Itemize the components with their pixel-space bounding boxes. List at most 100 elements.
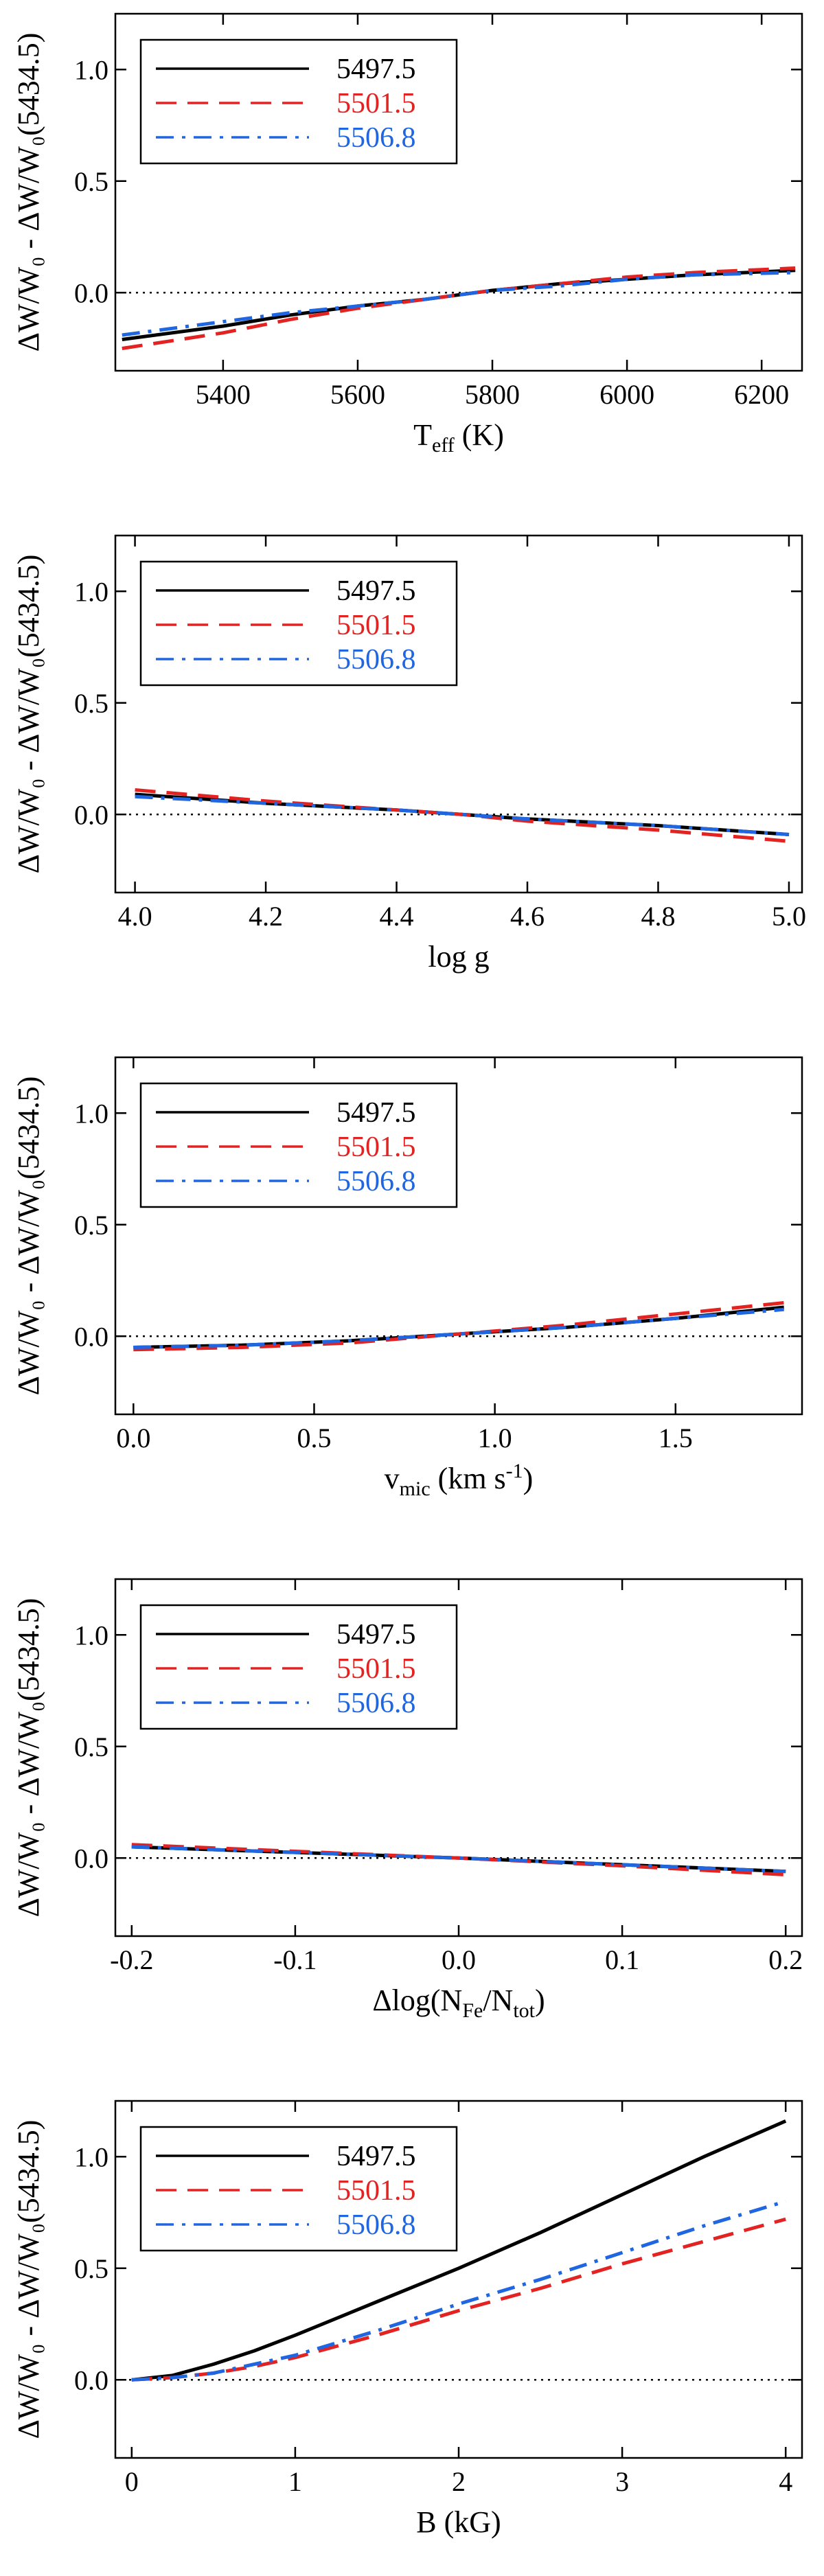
y-tick-label: 1.0 (74, 1620, 108, 1651)
y-tick-label: 1.0 (74, 2141, 108, 2172)
legend-label: 5506.8 (336, 2209, 416, 2241)
x-axis-title: B (kG) (416, 2505, 501, 2539)
series-line-5506.8 (122, 271, 796, 337)
y-tick-label: 0.5 (74, 688, 108, 719)
panel-4: -0.2 -0.1 0.0 0.1 0.2 0.0 0.5 1.0 ΔW/W₀ - ΔW/W₀(… (12, 1578, 803, 2022)
y-tick-label: 0.0 (74, 1843, 108, 1874)
label-part: (km s (431, 1462, 506, 1495)
label-part: tot (513, 1999, 535, 2022)
legend-label: 5506.8 (336, 122, 416, 154)
legend-label: 5497.5 (336, 575, 416, 607)
x-tick-label: 5.0 (772, 901, 806, 932)
y-axis-title: ΔW/W₀ - ΔW/W₀(5434.5) (12, 1598, 45, 1918)
x-tick-label: 5800 (465, 379, 520, 410)
series-group (135, 788, 790, 843)
x-tick-label: 0.0 (116, 1423, 150, 1453)
label-part: /N (483, 1983, 513, 2017)
legend-label: 5497.5 (336, 54, 416, 85)
x-tick-label: 1.0 (478, 1423, 512, 1453)
legend-box (139, 560, 458, 687)
y-tick-label: 0.0 (74, 799, 108, 830)
legend-box (139, 38, 458, 165)
legend-label: 5501.5 (336, 2175, 416, 2207)
y-tick-label: 0.0 (74, 1321, 108, 1352)
y-tick-label: 0.5 (74, 2253, 108, 2284)
series-group (133, 1301, 784, 1352)
y-axis-title: ΔW/W₀ - ΔW/W₀(5434.5) (12, 555, 45, 874)
legend-box (139, 1604, 458, 1730)
series-line-5497.5 (131, 2119, 787, 2382)
label-part: log g (428, 940, 489, 974)
legend-label: 5497.5 (336, 1619, 416, 1651)
x-tick-label: 4.6 (510, 901, 545, 932)
x-tick-label: 1.5 (659, 1423, 693, 1453)
y-tick-label: 0.0 (74, 2365, 108, 2395)
label-part: mic (400, 1477, 431, 1500)
legend-box (139, 2126, 458, 2252)
label-part: ) (523, 1462, 534, 1495)
label-part: (K) (455, 418, 504, 452)
legend-label: 5497.5 (336, 2141, 416, 2172)
x-tick-label: 2 (452, 2466, 466, 2497)
series-line-5501.5 (131, 2217, 786, 2382)
legend-label: 5501.5 (336, 1131, 416, 1163)
label-part: v (385, 1462, 400, 1495)
panel-1: 5400 5600 5800 6000 6200 0.0 0.5 1.0 ΔW/W₀ - ΔW/… (12, 12, 803, 457)
series-group (122, 266, 796, 350)
legend-box (139, 1082, 458, 1208)
x-tick-label: -0.2 (110, 1944, 153, 1975)
y-tick-label: 1.0 (74, 54, 108, 85)
legend-label: 5501.5 (336, 1653, 416, 1685)
plot-frame (114, 534, 803, 894)
series-line-5497.5 (122, 268, 796, 341)
label-part: Fe (462, 1999, 483, 2022)
x-tick-label: 0.1 (605, 1944, 639, 1975)
series-group (131, 1843, 786, 1877)
x-axis-title: Δlog(NFe/Ntot) (372, 1983, 545, 2022)
panel-5: 0 1 2 3 4 0.0 0.5 1.0 ΔW/W₀ - ΔW/W₀(5434.5) B (kG… (12, 2100, 803, 2539)
panel-3: 0.0 0.5 1.0 1.5 0.0 0.5 1.0 ΔW/W₀ - ΔW/W₀(5434.… (12, 1056, 803, 1500)
x-tick-label: 4.2 (249, 901, 283, 932)
plot-frame (114, 1056, 803, 1416)
x-axis-title: vmic (km s-1) (385, 1460, 534, 1500)
x-tick-label: 6200 (734, 379, 789, 410)
x-tick-label: 1 (288, 2466, 302, 2497)
y-tick-label: 1.0 (74, 1098, 108, 1129)
plot-frame (114, 12, 803, 372)
y-tick-label: 0.5 (74, 166, 108, 197)
series-line-5506.8 (133, 1307, 784, 1349)
x-tick-label: 3 (615, 2466, 629, 2497)
series-line-5501.5 (133, 1301, 784, 1352)
x-tick-label: 5400 (196, 379, 251, 410)
label-part: B (kG) (416, 2505, 501, 2539)
x-tick-label: 0.5 (297, 1423, 331, 1453)
y-tick-label: 0.5 (74, 1210, 108, 1241)
legend-label: 5506.8 (336, 1166, 416, 1197)
series-line-5506.8 (135, 794, 790, 836)
y-tick-label: 0.5 (74, 1732, 108, 1762)
legend-label: 5497.5 (336, 1097, 416, 1129)
x-tick-label: -0.1 (273, 1944, 317, 1975)
panel-2: 4.0 4.2 4.4 4.6 4.8 5.0 0.0 0.5 1.0 ΔW/W₀ - ΔW/W₀… (12, 534, 806, 974)
y-axis-title: ΔW/W₀ - ΔW/W₀(5434.5) (12, 33, 45, 352)
y-axis-title: ΔW/W₀ - ΔW/W₀(5434.5) (12, 1077, 45, 1396)
legend-label: 5501.5 (336, 88, 416, 119)
series-group (131, 2119, 787, 2382)
label-part: -1 (506, 1460, 523, 1482)
x-tick-label: 0.0 (442, 1944, 476, 1975)
y-tick-label: 1.0 (74, 576, 108, 607)
x-axis-title: log g (428, 940, 489, 974)
x-tick-label: 4.0 (118, 901, 152, 932)
x-tick-label: 4 (779, 2466, 792, 2497)
label-part: ) (535, 1983, 545, 2017)
legend-label: 5501.5 (336, 610, 416, 641)
x-tick-label: 0.2 (768, 1944, 803, 1975)
series-line-5501.5 (135, 788, 790, 843)
x-axis-title: Teff (K) (413, 418, 504, 457)
